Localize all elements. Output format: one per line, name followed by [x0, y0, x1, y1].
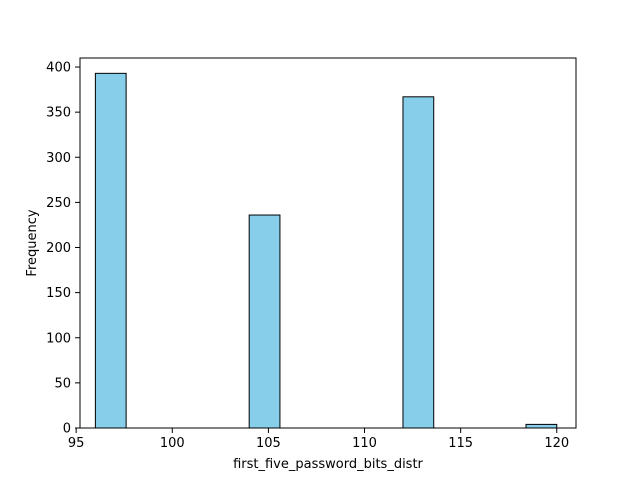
- y-tick-label: 0: [63, 422, 71, 437]
- histogram-bar-0: [94, 72, 127, 429]
- y-tick-label: 400: [46, 61, 71, 76]
- x-tick-label: 100: [160, 436, 185, 451]
- y-tick-label: 150: [46, 286, 71, 301]
- x-axis-ticks: 95 100 105 110 115 120: [68, 428, 569, 451]
- histogram-bar-5: [248, 214, 281, 429]
- x-tick-label: 105: [256, 436, 281, 451]
- x-axis-label: first_five_password_bits_distr: [233, 457, 423, 472]
- x-tick-label: 110: [352, 436, 377, 451]
- histogram-bar-14: [525, 423, 558, 429]
- y-tick-label: 250: [46, 196, 71, 211]
- histogram-bars: [94, 72, 558, 429]
- x-tick-label: 120: [544, 436, 569, 451]
- y-axis-label: Frequency: [25, 209, 40, 276]
- y-axis-ticks: 0 50 100 150 200 250 300 350 400: [46, 61, 80, 437]
- x-tick-label: 95: [68, 436, 85, 451]
- y-tick-label: 350: [46, 106, 71, 121]
- y-tick-label: 50: [54, 376, 71, 391]
- histogram-bar-10: [402, 96, 435, 429]
- y-tick-label: 300: [46, 151, 71, 166]
- x-tick-label: 115: [448, 436, 473, 451]
- plot-area-frame: [79, 57, 577, 429]
- y-tick-label: 200: [46, 241, 71, 256]
- y-tick-label: 100: [46, 331, 71, 346]
